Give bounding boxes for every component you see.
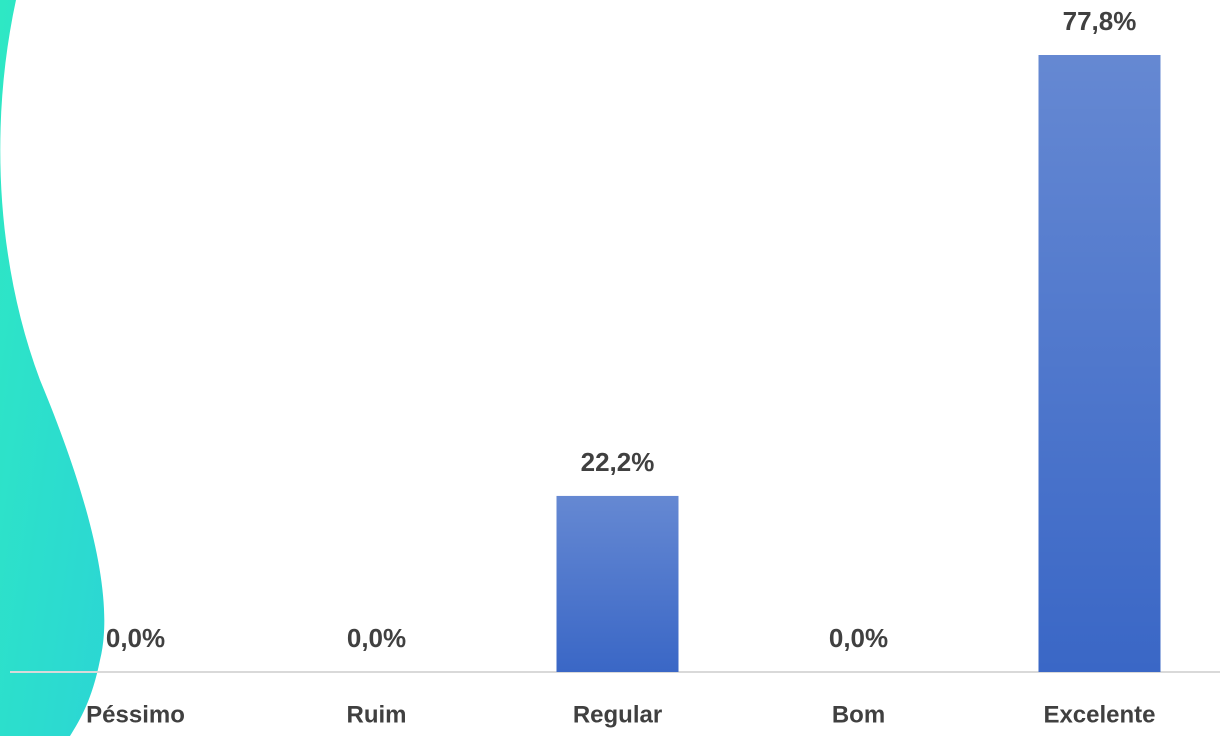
data-label: 0,0% xyxy=(347,623,406,653)
x-tick-label: Péssimo xyxy=(86,701,185,728)
data-label: 77,8% xyxy=(1063,6,1137,36)
x-tick-label: Regular xyxy=(573,701,662,728)
x-tick-label: Excelente xyxy=(1043,701,1155,728)
x-tick-label: Ruim xyxy=(347,701,407,728)
decorative-shape xyxy=(0,0,105,736)
data-label: 22,2% xyxy=(581,447,655,477)
plot-area: Péssimo 0,0% Ruim 0,0% Regular 22,2% Bom 0,0% Ex… xyxy=(86,6,1161,728)
x-tick-label: Bom xyxy=(832,701,885,728)
bar xyxy=(1038,55,1161,672)
data-label: 0,0% xyxy=(829,623,888,653)
bar xyxy=(556,495,679,672)
data-label: 0,0% xyxy=(106,623,165,653)
